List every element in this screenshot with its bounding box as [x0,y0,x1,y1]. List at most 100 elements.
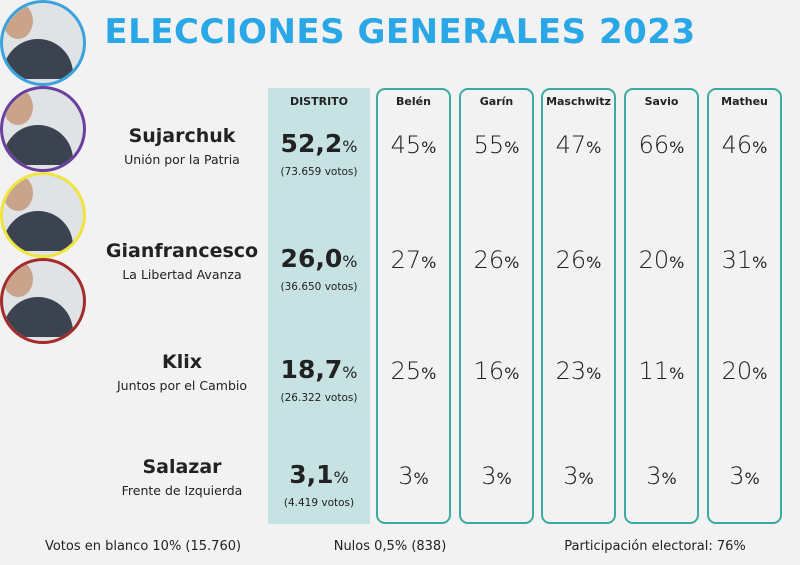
locality-value: 3 [398,462,414,490]
locality-percent: 23% [541,357,616,385]
percent-sign: % [333,468,349,487]
percent-sign: % [578,469,594,488]
locality-percent: 27% [376,246,451,274]
title: ELECCIONES GENERALES 2023 [104,12,696,52]
locality-value: 16 [473,357,505,385]
percent-sign: % [752,253,768,272]
percent-sign: % [586,253,602,272]
locality-header: Savio [644,95,679,108]
content: DISTRITO Belén Garín Maschwitz Savio Matheu Su… [0,0,782,554]
district-value: 3,1 [289,460,334,489]
locality-value: 20 [638,246,670,274]
district-value: 18,7 [280,355,343,384]
locality-value: 3 [563,462,579,490]
locality-percent: 26% [459,246,534,274]
percent-sign: % [669,364,685,383]
locality-header: Maschwitz [546,95,611,108]
locality-value: 27 [390,246,422,274]
locality-value: 20 [721,357,753,385]
locality-percent: 3% [707,462,782,490]
district-votes: (4.419 votos) [283,497,355,509]
percent-sign: % [752,364,768,383]
percent-sign: % [586,364,602,383]
district-votes: (73.659 votos) [280,166,358,178]
locality-percent: 25% [376,357,451,385]
locality-column [541,88,616,524]
locality-percent: 3% [376,462,451,490]
locality-value: 47 [555,131,587,159]
locality-column [624,88,699,524]
locality-value: 45 [390,131,422,159]
photo [0,172,86,258]
locality-percent: 26% [541,246,616,274]
locality-percent: 3% [541,462,616,490]
locality-header: Garín [479,95,514,108]
locality-value: 23 [555,357,587,385]
percent-sign: % [661,469,677,488]
locality-percent: 55% [459,131,534,159]
locality-header: Belén [396,95,431,108]
locality-percent: 3% [624,462,699,490]
locality-column [376,88,451,524]
photo-head [3,261,33,297]
district-value: 26,0 [280,244,343,273]
district-percent: 52,2% [268,129,370,158]
percent-sign: % [342,363,358,382]
locality-percent: 47% [541,131,616,159]
locality-column [459,88,534,524]
percent-sign: % [342,137,358,156]
percent-sign: % [669,253,685,272]
locality-column [707,88,782,524]
photo [0,0,86,86]
photo [0,86,86,172]
locality-percent: 11% [624,357,699,385]
locality-value: 3 [646,462,662,490]
percent-sign: % [421,364,437,383]
photo-body [3,297,73,337]
locality-percent: 20% [624,246,699,274]
district-value: 52,2 [280,129,343,158]
district-percent: 26,0% [268,244,370,273]
locality-value: 3 [481,462,497,490]
percent-sign: % [504,253,520,272]
locality-value: 46 [721,131,753,159]
percent-sign: % [752,138,768,157]
district-votes: (36.650 votos) [280,281,358,293]
locality-value: 25 [390,357,422,385]
percent-sign: % [744,469,760,488]
percent-sign: % [504,364,520,383]
percent-sign: % [421,138,437,157]
district-votes: (26.322 votos) [280,392,358,404]
candidate-name: Gianfrancesco [105,240,259,262]
percent-sign: % [413,469,429,488]
photo-body [3,125,73,165]
footer-note: Participación electoral: 76% [564,539,746,554]
locality-value: 11 [638,357,670,385]
district-percent: 3,1% [268,460,370,489]
footer-note: Nulos 0,5% (838) [333,539,447,554]
percent-sign: % [669,138,685,157]
percent-sign: % [586,138,602,157]
locality-value: 55 [473,131,505,159]
photo [0,258,86,344]
district-header: DISTRITO [289,95,349,108]
candidate-name: Klix [161,351,202,373]
locality-value: 31 [721,246,753,274]
percent-sign: % [504,138,520,157]
locality-value: 26 [473,246,505,274]
district-column [268,88,370,524]
locality-header: Matheu [721,95,768,108]
candidate-party: Juntos por el Cambio [116,378,248,393]
locality-percent: 46% [707,131,782,159]
candidate-name: Sujarchuk [128,125,236,147]
locality-percent: 20% [707,357,782,385]
candidate-party: Frente de Izquierda [121,483,243,498]
photo-body [3,211,73,251]
percent-sign: % [342,252,358,271]
locality-percent: 45% [376,131,451,159]
locality-percent: 31% [707,246,782,274]
locality-percent: 16% [459,357,534,385]
locality-value: 3 [729,462,745,490]
locality-value: 66 [638,131,670,159]
photo-head [3,175,33,211]
